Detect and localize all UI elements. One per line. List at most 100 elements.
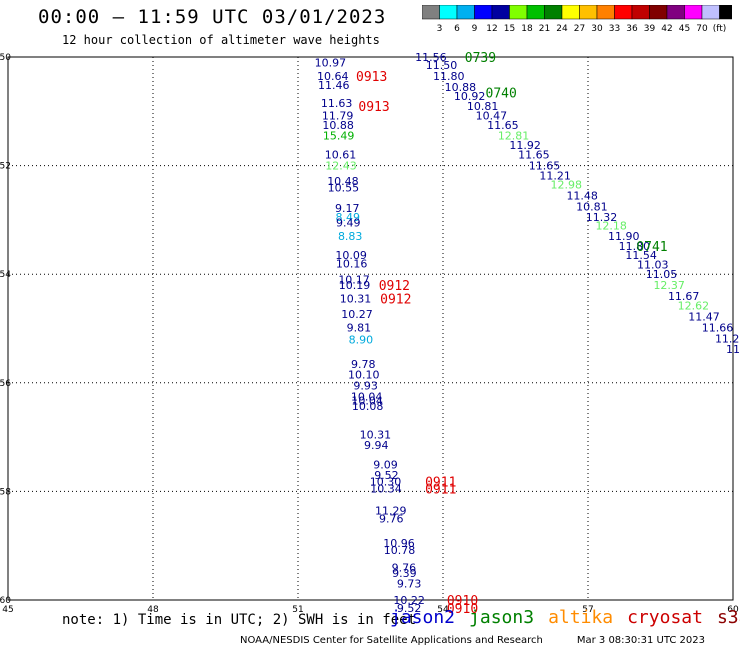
wave-height-label: 10.31 — [360, 428, 392, 441]
pass-time-label: 0910 — [447, 602, 478, 617]
wave-height-label: 9.17 — [335, 202, 360, 215]
wave-height-label: 10.61 — [325, 149, 357, 162]
wave-height-label: 11.54 — [625, 249, 657, 262]
color-scale-label: 12 — [486, 24, 497, 34]
pass-time-label: 0739 — [465, 51, 496, 66]
wave-height-label: 10.48 — [327, 175, 359, 188]
wave-height-label: 11.56 — [415, 51, 447, 64]
pass-time-label: 0913 — [358, 100, 389, 115]
wave-height-label: 11.92 — [509, 139, 541, 152]
legend-item-jason3: jason3 — [469, 607, 535, 628]
wave-height-label: 9.76 — [379, 513, 404, 526]
wave-height-label: 11.48 — [566, 189, 598, 202]
wave-height-label: 10.88 — [445, 81, 477, 94]
pass-time-label: 0911 — [425, 483, 456, 498]
wave-height-label: 10.19 — [339, 279, 371, 292]
wave-height-label: 12.43 — [325, 160, 357, 173]
wave-height-label: 10.04 — [351, 395, 383, 408]
wave-height-label: 10.34 — [370, 483, 402, 496]
wave-height-label: 11.32 — [586, 211, 618, 224]
color-scale-label: 27 — [574, 24, 585, 34]
wave-height-label: 9.76 — [392, 561, 417, 574]
wave-height-label: 10.10 — [348, 369, 380, 382]
color-scale-label: 45 — [679, 24, 690, 34]
wave-height-label: 11.80 — [433, 70, 465, 83]
wave-height-label: 11.90 — [608, 230, 640, 243]
wave-height-label: 8.90 — [349, 333, 374, 346]
x-tick-label: 60 — [727, 605, 739, 615]
wave-height-label: 10.27 — [341, 308, 373, 321]
wave-height-label: 11.50 — [426, 59, 458, 72]
wave-height-label: 10.97 — [315, 56, 347, 69]
pass-time-label: 0910 — [447, 594, 478, 609]
pass-time-label: 0741 — [636, 240, 667, 255]
color-scale-label: 24 — [556, 24, 568, 34]
wave-height-label: 9.09 — [373, 458, 398, 471]
y-tick-label: -52 — [0, 162, 11, 172]
wave-height-label: 11.80 — [619, 240, 651, 253]
satellite-legend: jason2 jason3 altika cryosat s3a — [390, 607, 740, 628]
wave-height-label: 11.65 — [487, 119, 519, 132]
wave-height-label: 12.81 — [498, 130, 530, 143]
color-scale-label: 36 — [626, 24, 638, 34]
timestamp-text: Mar 3 08:30:31 UTC 2023 — [576, 635, 705, 646]
wave-height-label: 11.67 — [668, 290, 700, 303]
wave-height-label: 8.83 — [338, 230, 363, 243]
credit-text: NOAA/NESDIS Center for Satellite Applica… — [240, 635, 543, 646]
pass-time-label: 0911 — [425, 476, 456, 491]
y-tick-label: -50 — [0, 53, 11, 63]
wave-height-label: 11.46 — [318, 79, 350, 92]
color-scale-label: 70 — [696, 24, 708, 34]
wave-height-label: 11.66 — [702, 321, 734, 334]
wave-height-label: 9.81 — [347, 321, 372, 334]
wave-height-label: 12.98 — [551, 179, 583, 192]
wave-height-label: 10.81 — [467, 100, 499, 113]
color-scale-label: 30 — [591, 24, 603, 34]
color-scale-label: 39 — [644, 24, 656, 34]
wave-height-label: 11.79 — [322, 110, 354, 123]
wave-height-label: 10.96 — [383, 537, 415, 550]
wave-height-label: 10.92 — [454, 90, 486, 103]
color-scale-label: 33 — [609, 24, 620, 34]
wave-height-label: 10.31 — [340, 293, 372, 306]
pass-time-label: 0912 — [380, 293, 411, 308]
wave-height-label: 9.49 — [336, 217, 361, 230]
wave-height-label: 11.03 — [637, 258, 669, 271]
legend-item-cryosat: cryosat — [627, 607, 703, 628]
y-tick-label: -60 — [0, 596, 11, 606]
page-title: 00:00 – 11:59 UTC 03/01/2023 — [38, 6, 387, 28]
wave-height-label: 10.16 — [336, 257, 368, 270]
color-scale-label: 9 — [472, 24, 478, 34]
x-tick-label: 48 — [147, 605, 159, 615]
pass-time-label: 0740 — [486, 86, 517, 101]
pass-time-label: 0912 — [379, 279, 410, 294]
wave-height-label: 10.22 — [393, 594, 425, 607]
footnote: note: 1) Time is in UTC; 2) SWH is in fe… — [62, 612, 417, 628]
wave-height-label: 10.81 — [576, 200, 608, 213]
y-tick-label: -58 — [0, 487, 11, 497]
color-scale-label: 6 — [454, 24, 460, 34]
wave-height-label: 12.62 — [678, 300, 710, 313]
pass-time-label: 0913 — [356, 70, 387, 85]
wave-height-label: 11.05 — [646, 268, 678, 281]
wave-height-label: 9.78 — [351, 358, 376, 371]
color-scale-label: 42 — [661, 24, 672, 34]
wave-height-label: 10.17 — [338, 274, 370, 287]
wave-height-label: 12.37 — [653, 279, 685, 292]
wave-height-label: 15.49 — [323, 130, 355, 143]
color-scale-legend: 3 6 9 12 15 18 21 24 27 30 33 36 39 42 45 70 (ft) — [422, 5, 732, 34]
color-scale-label: 21 — [539, 24, 550, 34]
wave-height-label: 12.18 — [595, 219, 627, 232]
legend-item-jason2: jason2 — [390, 607, 456, 628]
wave-height-label: 10.78 — [384, 544, 416, 557]
wave-height-label: 11.65 — [529, 160, 561, 173]
wave-height-label: 9.93 — [353, 380, 378, 393]
wave-height-label: 10.55 — [328, 181, 360, 194]
wave-height-label: 9.52 — [397, 602, 422, 615]
x-tick-label: 57 — [582, 605, 593, 615]
wave-height-label: 11.47 — [688, 311, 720, 324]
wave-height-label: 8.49 — [336, 211, 361, 224]
wave-height-label: 10.64 — [317, 70, 349, 83]
wave-height-label: 10.09 — [335, 249, 367, 262]
